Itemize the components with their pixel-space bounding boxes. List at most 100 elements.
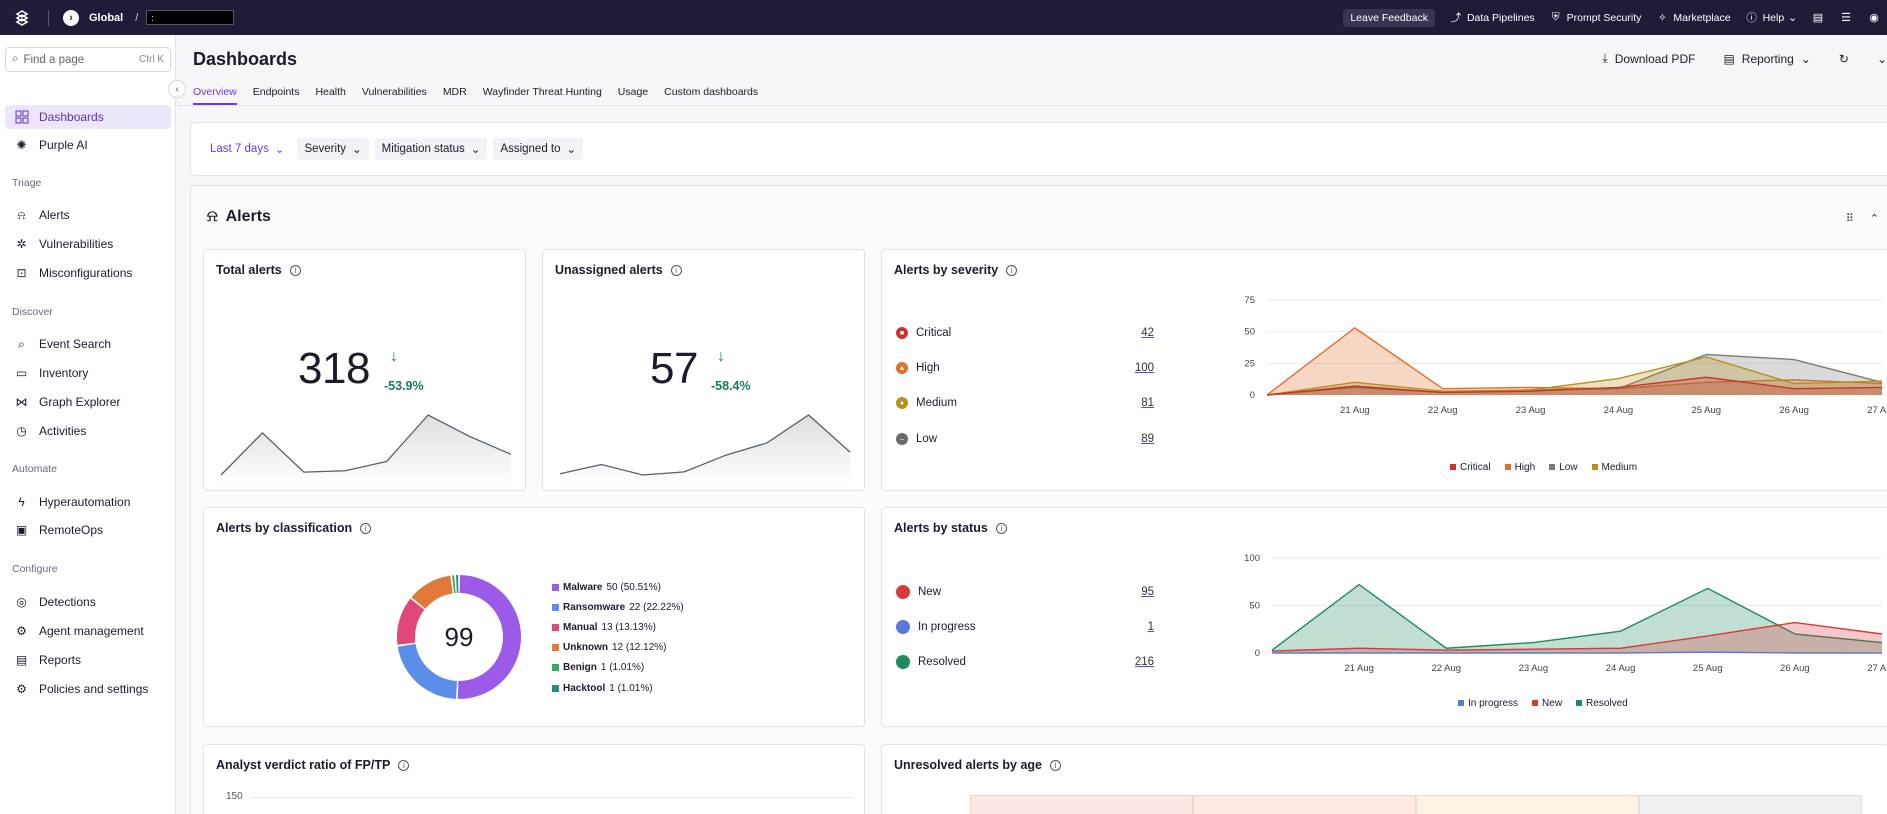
sidebar-item-alerts[interactable]: ⍾ Alerts — [5, 203, 171, 227]
sidebar-item-inventory[interactable]: ▭ Inventory — [5, 361, 171, 385]
status-count[interactable]: 216 — [1134, 656, 1154, 668]
status-row-new[interactable]: New 95 — [896, 583, 1154, 601]
notifications-icon[interactable]: ▤ — [1812, 12, 1824, 24]
sidebar-item-graph-explorer[interactable]: ⋈ Graph Explorer — [5, 390, 171, 414]
mitigation-status-filter[interactable]: Mitigation status ⌄ — [374, 138, 488, 160]
legend-item-benign[interactable]: Benign 1 (1.01%) — [552, 658, 684, 678]
legend-name: Unknown — [563, 642, 608, 654]
sidebar-item-reports[interactable]: ▤ Reports — [5, 648, 171, 672]
sidebar-item-event-search[interactable]: ⌕ Event Search — [5, 332, 171, 356]
legend-item-medium[interactable]: Medium — [1591, 462, 1637, 473]
analyst-verdict-card: Analyst verdict ratio of FP/TP i 150 — [203, 744, 865, 814]
donut-slice-unknown[interactable] — [411, 575, 453, 609]
severity-count[interactable]: 100 — [1134, 362, 1154, 374]
tasks-icon[interactable]: ☰ — [1841, 12, 1851, 24]
collapse-sidebar-button[interactable]: ‹ — [168, 80, 186, 98]
tab-health[interactable]: Health — [315, 86, 346, 98]
legend-name: Benign — [563, 662, 597, 674]
legend-item-new[interactable]: New — [1532, 698, 1562, 709]
severity-filter[interactable]: Severity ⌄ — [297, 138, 369, 160]
drag-handle-icon[interactable]: ⠿ — [1845, 213, 1854, 225]
severity-row-medium[interactable]: ● Medium 81 — [896, 394, 1154, 412]
collapse-section-icon[interactable]: ⌃ — [1869, 213, 1879, 225]
donut-slice-malware[interactable] — [457, 575, 522, 700]
donut-slice-manual[interactable] — [397, 598, 425, 645]
info-icon[interactable]: i — [1049, 759, 1061, 771]
donut-slice-ransomware[interactable] — [397, 643, 457, 699]
help-menu[interactable]: ⓘ Help ⌄ — [1745, 11, 1797, 25]
tab-overview[interactable]: Overview — [193, 85, 237, 105]
sidebar-item-vulnerabilities[interactable]: ✲ Vulnerabilities — [5, 232, 171, 256]
sidebar-item-misconfigurations[interactable]: ⊡ Misconfigurations — [5, 261, 171, 285]
sidebar-item-dashboards[interactable]: Dashboards — [5, 105, 171, 129]
donut-slice-hacktool[interactable] — [455, 575, 459, 594]
sidebar-item-activities[interactable]: ◷ Activities — [5, 419, 171, 443]
tab-mdr[interactable]: MDR — [442, 86, 467, 98]
sidebar-item-purple-ai[interactable]: ✺ Purple AI — [5, 133, 171, 157]
scope-chevron-icon[interactable]: › — [63, 9, 79, 26]
severity-count[interactable]: 89 — [1141, 433, 1154, 445]
account-selector[interactable]: : — [146, 10, 235, 25]
more-menu[interactable]: ⌄ — [1877, 52, 1887, 66]
card-title: Alerts by severity i — [894, 263, 1018, 277]
status-row-in-progress[interactable]: In progress 1 — [896, 618, 1154, 636]
sidebar-item-detections[interactable]: ◎ Detections — [5, 590, 171, 614]
severity-row-high[interactable]: ▲ High 100 — [896, 359, 1154, 377]
search-input[interactable]: Find a page — [23, 53, 85, 66]
sidebar-item-policies-settings[interactable]: ⚙ Policies and settings — [5, 677, 171, 701]
status-count[interactable]: 1 — [1147, 621, 1154, 633]
unassigned-alerts-value: 57 — [650, 344, 698, 393]
severity-count[interactable]: 42 — [1141, 327, 1154, 339]
data-pipelines-link[interactable]: ⤴ Data Pipelines — [1449, 11, 1535, 25]
info-icon[interactable]: i — [289, 264, 301, 276]
sidebar-item-remoteops[interactable]: ▣ RemoteOps — [5, 518, 171, 542]
date-range-filter[interactable]: Last 7 days ⌄ — [203, 138, 291, 160]
info-icon[interactable]: i — [1006, 264, 1018, 276]
age-bucket-cell[interactable] — [970, 795, 1193, 814]
sentinelone-logo-icon[interactable] — [12, 8, 32, 28]
tab-custom-dashboards[interactable]: Custom dashboards — [664, 86, 759, 98]
download-pdf-button[interactable]: ⤓ Download PDF — [1602, 51, 1695, 66]
age-bucket-cell[interactable] — [1193, 795, 1416, 814]
marketplace-link[interactable]: ✧ Marketplace — [1655, 11, 1731, 25]
tab-wayfinder-threat-hunting[interactable]: Wayfinder Threat Hunting — [482, 86, 602, 98]
severity-row-critical[interactable]: ■ Critical 42 — [896, 324, 1154, 342]
tab-endpoints[interactable]: Endpoints — [252, 86, 300, 98]
legend-item-unknown[interactable]: Unknown 12 (12.12%) — [552, 638, 684, 658]
legend-item-low[interactable]: Low — [1549, 462, 1578, 473]
severity-count[interactable]: 81 — [1141, 397, 1154, 409]
prompt-security-link[interactable]: ⛨ Prompt Security — [1549, 11, 1642, 25]
assigned-to-filter[interactable]: Assigned to ⌄ — [493, 138, 584, 160]
card-title-label: Unassigned alerts — [555, 263, 663, 277]
info-icon[interactable]: i — [670, 264, 682, 276]
info-icon[interactable]: i — [398, 759, 410, 771]
sidebar-item-hyperautomation[interactable]: ϟ Hyperautomation — [5, 490, 171, 514]
legend-item-resolved[interactable]: Resolved — [1576, 698, 1628, 709]
status-label: Resolved — [918, 656, 966, 668]
leave-feedback-button[interactable]: Leave Feedback — [1343, 8, 1435, 27]
age-bucket-cell[interactable] — [1416, 795, 1639, 814]
legend-item-high[interactable]: High — [1504, 462, 1535, 473]
sidebar-item-agent-management[interactable]: ⚙ Agent management — [5, 619, 171, 643]
tab-vulnerabilities[interactable]: Vulnerabilities — [361, 86, 427, 98]
legend-item-in-progress[interactable]: In progress — [1458, 698, 1518, 709]
info-icon[interactable]: i — [995, 522, 1007, 534]
donut-slice-benign[interactable] — [452, 575, 456, 594]
age-bucket-cell[interactable] — [1639, 795, 1862, 814]
legend-item-malware[interactable]: Malware 50 (50.51%) — [552, 577, 684, 597]
reporting-menu[interactable]: ▤ Reporting ⌄ — [1723, 52, 1810, 66]
status-row-resolved[interactable]: Resolved 216 — [896, 653, 1154, 671]
tab-usage[interactable]: Usage — [617, 86, 649, 98]
refresh-button[interactable]: ↻ — [1839, 52, 1849, 66]
sidebar-section-discover: Discover — [12, 306, 53, 318]
legend-item-hacktool[interactable]: Hacktool 1 (1.01%) — [552, 678, 684, 698]
legend-item-manual[interactable]: Manual 13 (13.13%) — [552, 617, 684, 637]
severity-row-low[interactable]: – Low 89 — [896, 430, 1154, 448]
find-page-search[interactable]: ⌕ Find a page Ctrl K — [5, 47, 171, 72]
scope-label[interactable]: Global — [89, 11, 124, 24]
info-icon[interactable]: i — [360, 522, 372, 534]
user-avatar-icon[interactable]: ◉ — [1869, 12, 1879, 24]
status-count[interactable]: 95 — [1141, 586, 1154, 598]
legend-item-critical[interactable]: Critical — [1450, 462, 1491, 473]
legend-item-ransomware[interactable]: Ransomware 22 (22.22%) — [552, 597, 684, 617]
